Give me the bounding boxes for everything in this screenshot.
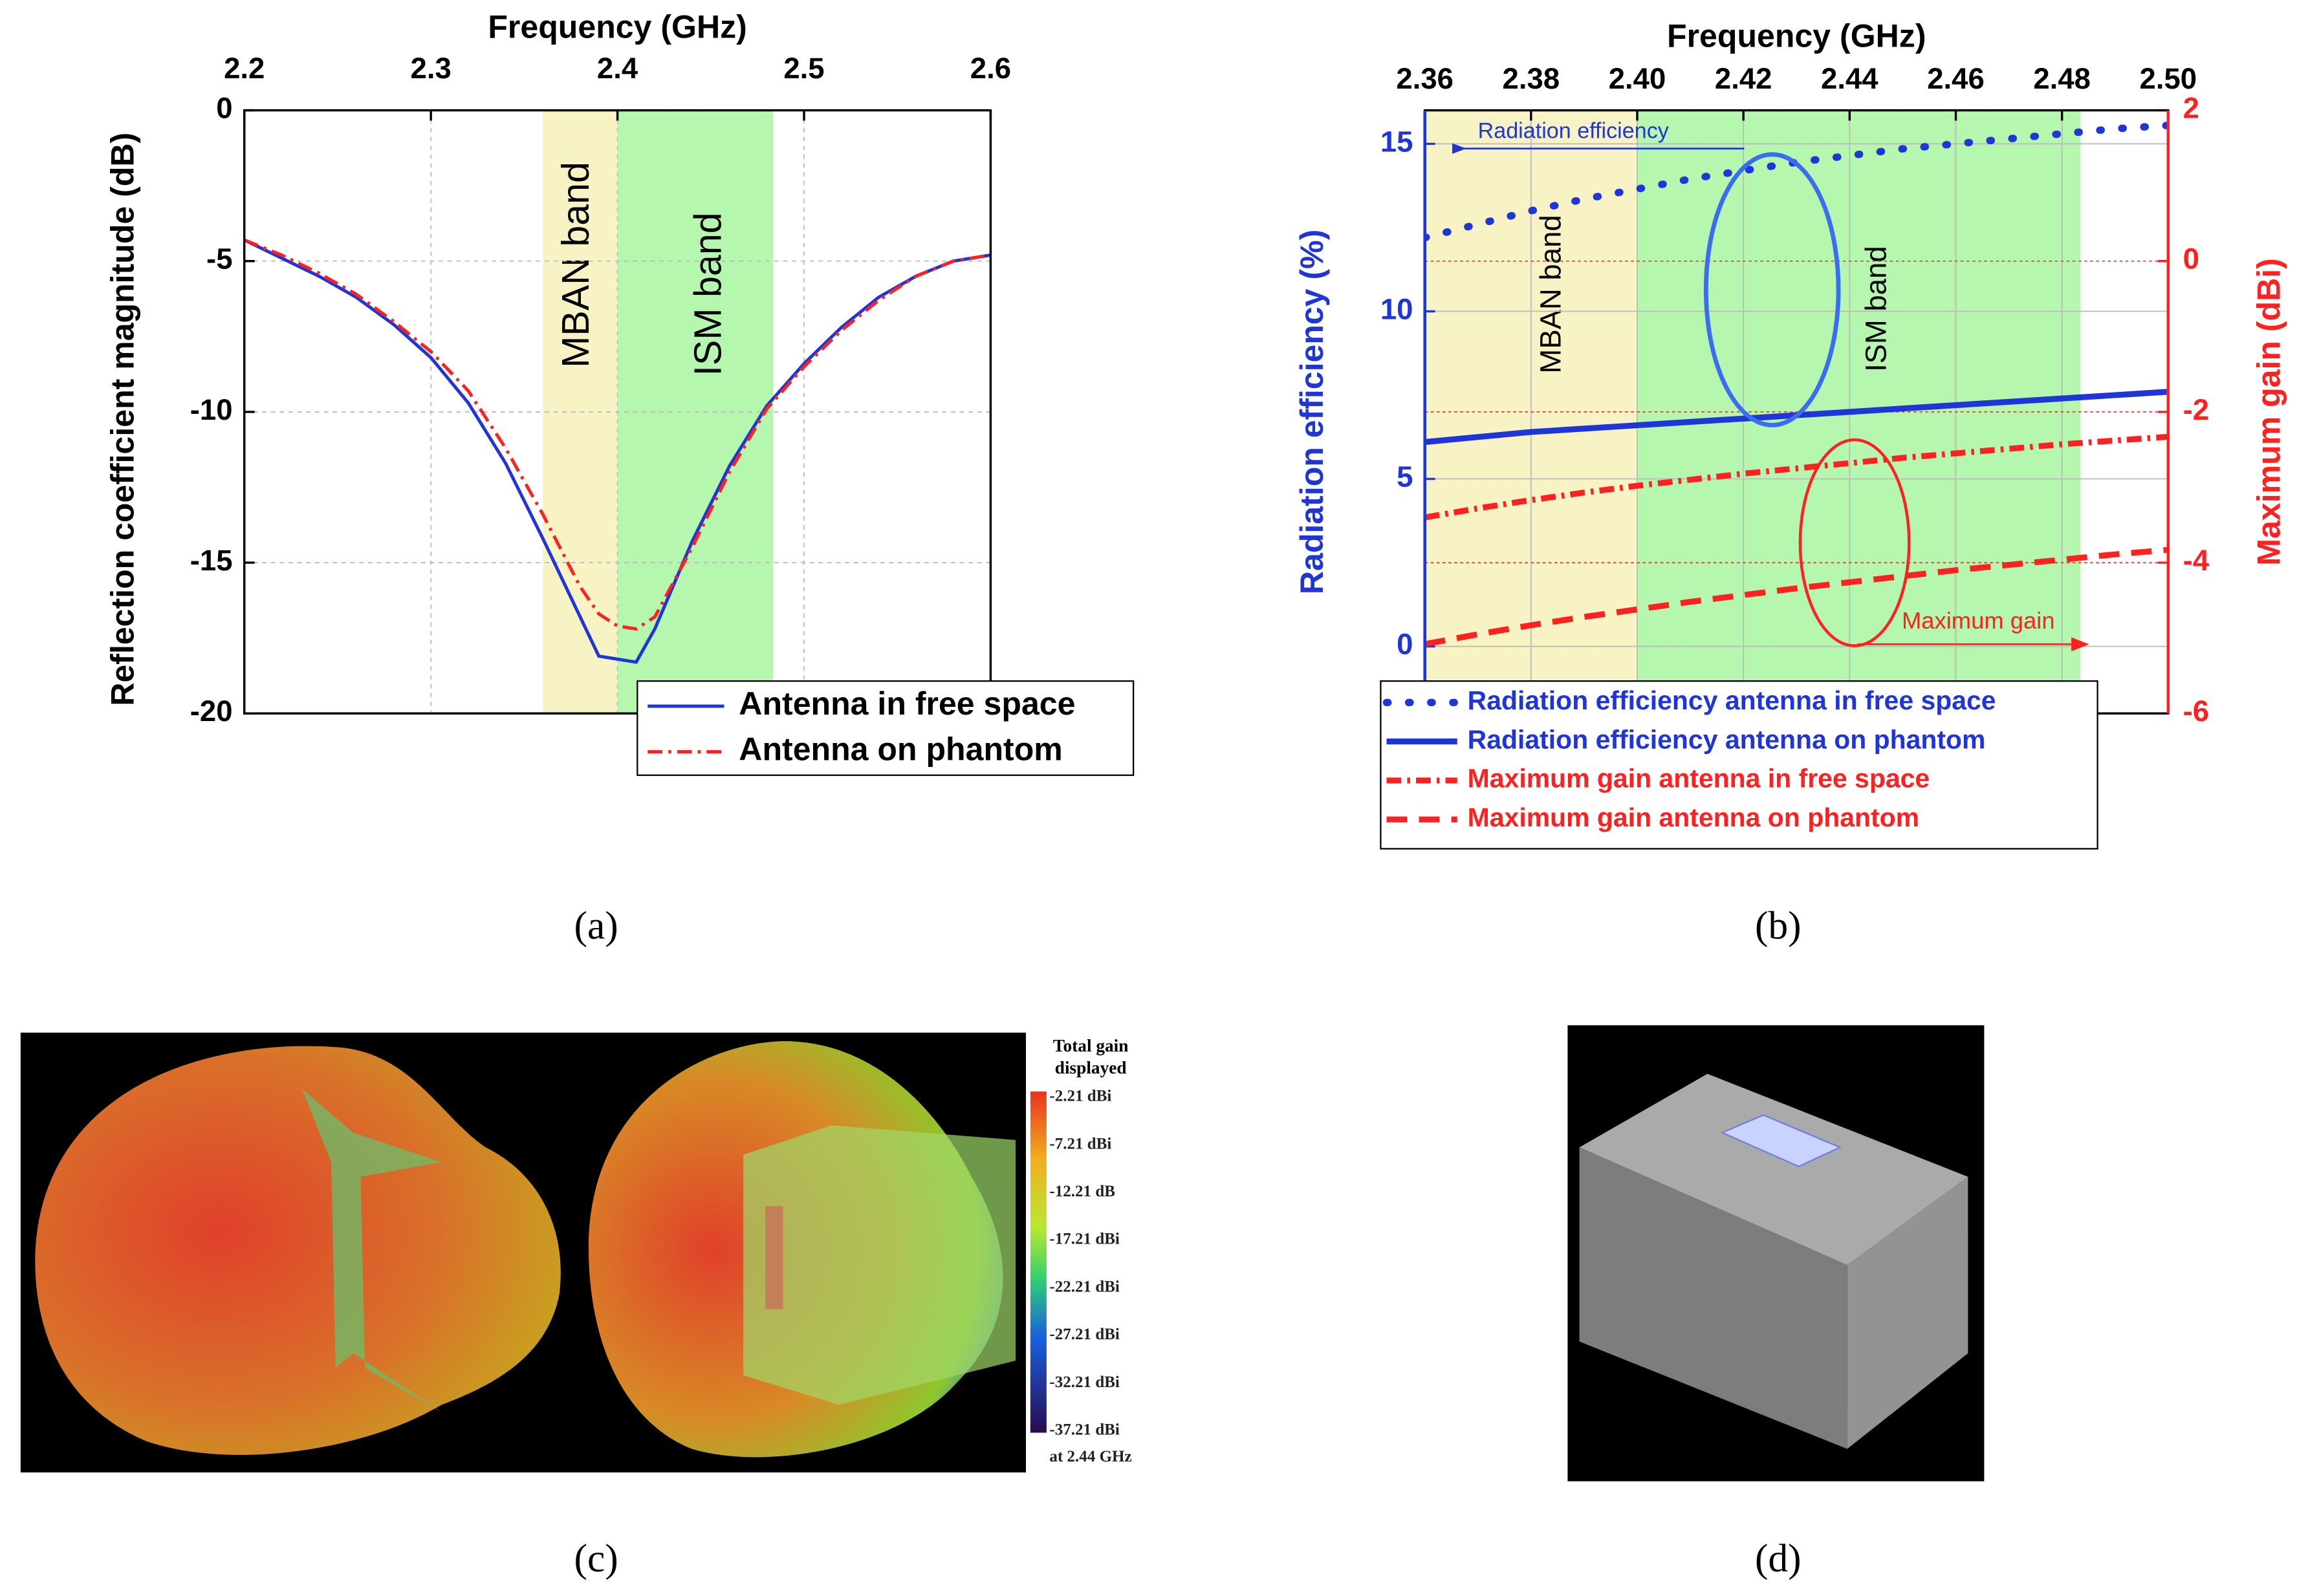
y-tick-label: 10 [1380,292,1413,325]
y-axis-title: Radiation efficiency (%) [1294,230,1330,594]
antenna [765,1206,783,1310]
x-tick-label: 2.46 [1927,62,1985,95]
legend-label: Radiation efficiency antenna in free spa… [1468,685,1996,715]
x-axis-title: Frequency (GHz) [1667,17,1926,54]
colorbar-title: displayed [1055,1058,1127,1077]
band-label: ISM band [1860,246,1893,372]
x-axis-title: Frequency (GHz) [488,9,747,45]
plot-frame [243,109,992,715]
x-tick-label: 2.50 [2140,62,2197,95]
y-tick-label: -15 [190,544,233,577]
y-tick-label: 5 [1397,460,1413,493]
chart: MBAN band ISM band 2.36 2.38 2.40 2.42 2.44 2.4… [1294,17,2287,850]
gain-lobe [35,1046,561,1455]
panel-label: (a) [574,904,618,948]
annotation-ellipse [1798,438,1911,647]
colorbar-label: -37.21 dBi [1049,1421,1119,1439]
legend-label: Antenna on phantom [739,731,1063,768]
x-tick-label: 2.40 [1609,62,1666,95]
antenna-surface [301,1088,442,1412]
colorbar-label: -17.21 dBi [1049,1231,1119,1248]
x-tick-label: 2.44 [1821,62,1878,95]
panel-label: (c) [574,1537,618,1580]
chart: MBAN band ISM band 2.2 2.3 2.4 2.5 2.6 0 -5 -10 -1… [105,9,1135,776]
x-tick-label: 2.42 [1715,62,1772,95]
annotation: Radiation efficiency [1478,119,1669,144]
y2-tick-label: -4 [2183,544,2210,577]
colorbar-label: -12.21 dB [1049,1183,1115,1200]
x-tick-label: 2.38 [1503,62,1560,95]
colorbar [1030,1091,1047,1433]
band-label: ISM band [686,212,730,376]
annotation-ellipse [1703,152,1841,427]
box-side [1847,1176,1968,1449]
x-tick-label: 2.5 [783,52,824,85]
y-tick-label: 0 [216,92,232,125]
series-line [244,238,991,631]
colorbar-label: -22.21 dBi [1049,1278,1119,1295]
y-tick-label: 15 [1380,125,1413,158]
y2-tick-label: -6 [2183,695,2209,728]
colorbar-label: -7.21 dBi [1049,1135,1111,1152]
colorbar-label: -32.21 dBi [1049,1374,1119,1391]
y-tick-label: 0 [1397,628,1413,661]
y2-tick-label: 2 [2183,92,2199,125]
x-tick-label: 2.2 [224,52,265,85]
box-side [1579,1147,1847,1449]
x-tick-label: 2.6 [970,52,1011,85]
series-line [1424,546,2168,647]
y2-tick-label: 0 [2183,243,2199,275]
legend-label: Antenna in free space [739,685,1075,722]
x-tick-label: 2.48 [2033,62,2091,95]
x-tick-label: 2.4 [597,52,638,85]
y-tick-label: -10 [190,393,233,426]
antenna [1720,1114,1842,1168]
phantom-box [743,1125,1016,1405]
panel-label: (d) [1755,1537,1802,1580]
annotation: Maximum gain [1902,607,2055,634]
phantom-model-panel [1567,1025,1985,1482]
legend-box [637,680,1135,776]
colorbar-label: -2.21 dBi [1049,1088,1111,1105]
legend-label: Maximum gain antenna in free space [1468,764,1930,793]
y-tick-label: -20 [190,695,233,728]
y2-tick-label: -2 [2183,393,2209,426]
radiation-pattern-panel [20,1032,1047,1472]
legend-box [1380,680,2098,850]
legend-label: Radiation efficiency antenna on phantom [1468,724,1986,754]
panel-label: (b) [1755,904,1802,948]
series-line [1424,433,2168,521]
y-axis-title: Reflection coefficient magnitude (dB) [105,133,141,706]
colorbar-label: -27.21 dBi [1049,1326,1119,1343]
y-tick-label: -5 [206,243,232,275]
colorbar-title: Total gain [1053,1036,1129,1055]
box-top [1579,1073,1968,1266]
series-line [244,238,991,664]
x-tick-label: 2.3 [411,52,452,85]
band-label: MBAN band [554,162,597,368]
band-label: MBAN band [1534,215,1567,373]
x-tick-label: 2.36 [1396,62,1453,95]
legend-label: Maximum gain antenna on phantom [1468,803,1919,832]
colorbar-note: at 2.44 GHz [1049,1448,1131,1465]
y2-axis-title: Maximum gain (dBi) [2250,258,2287,565]
